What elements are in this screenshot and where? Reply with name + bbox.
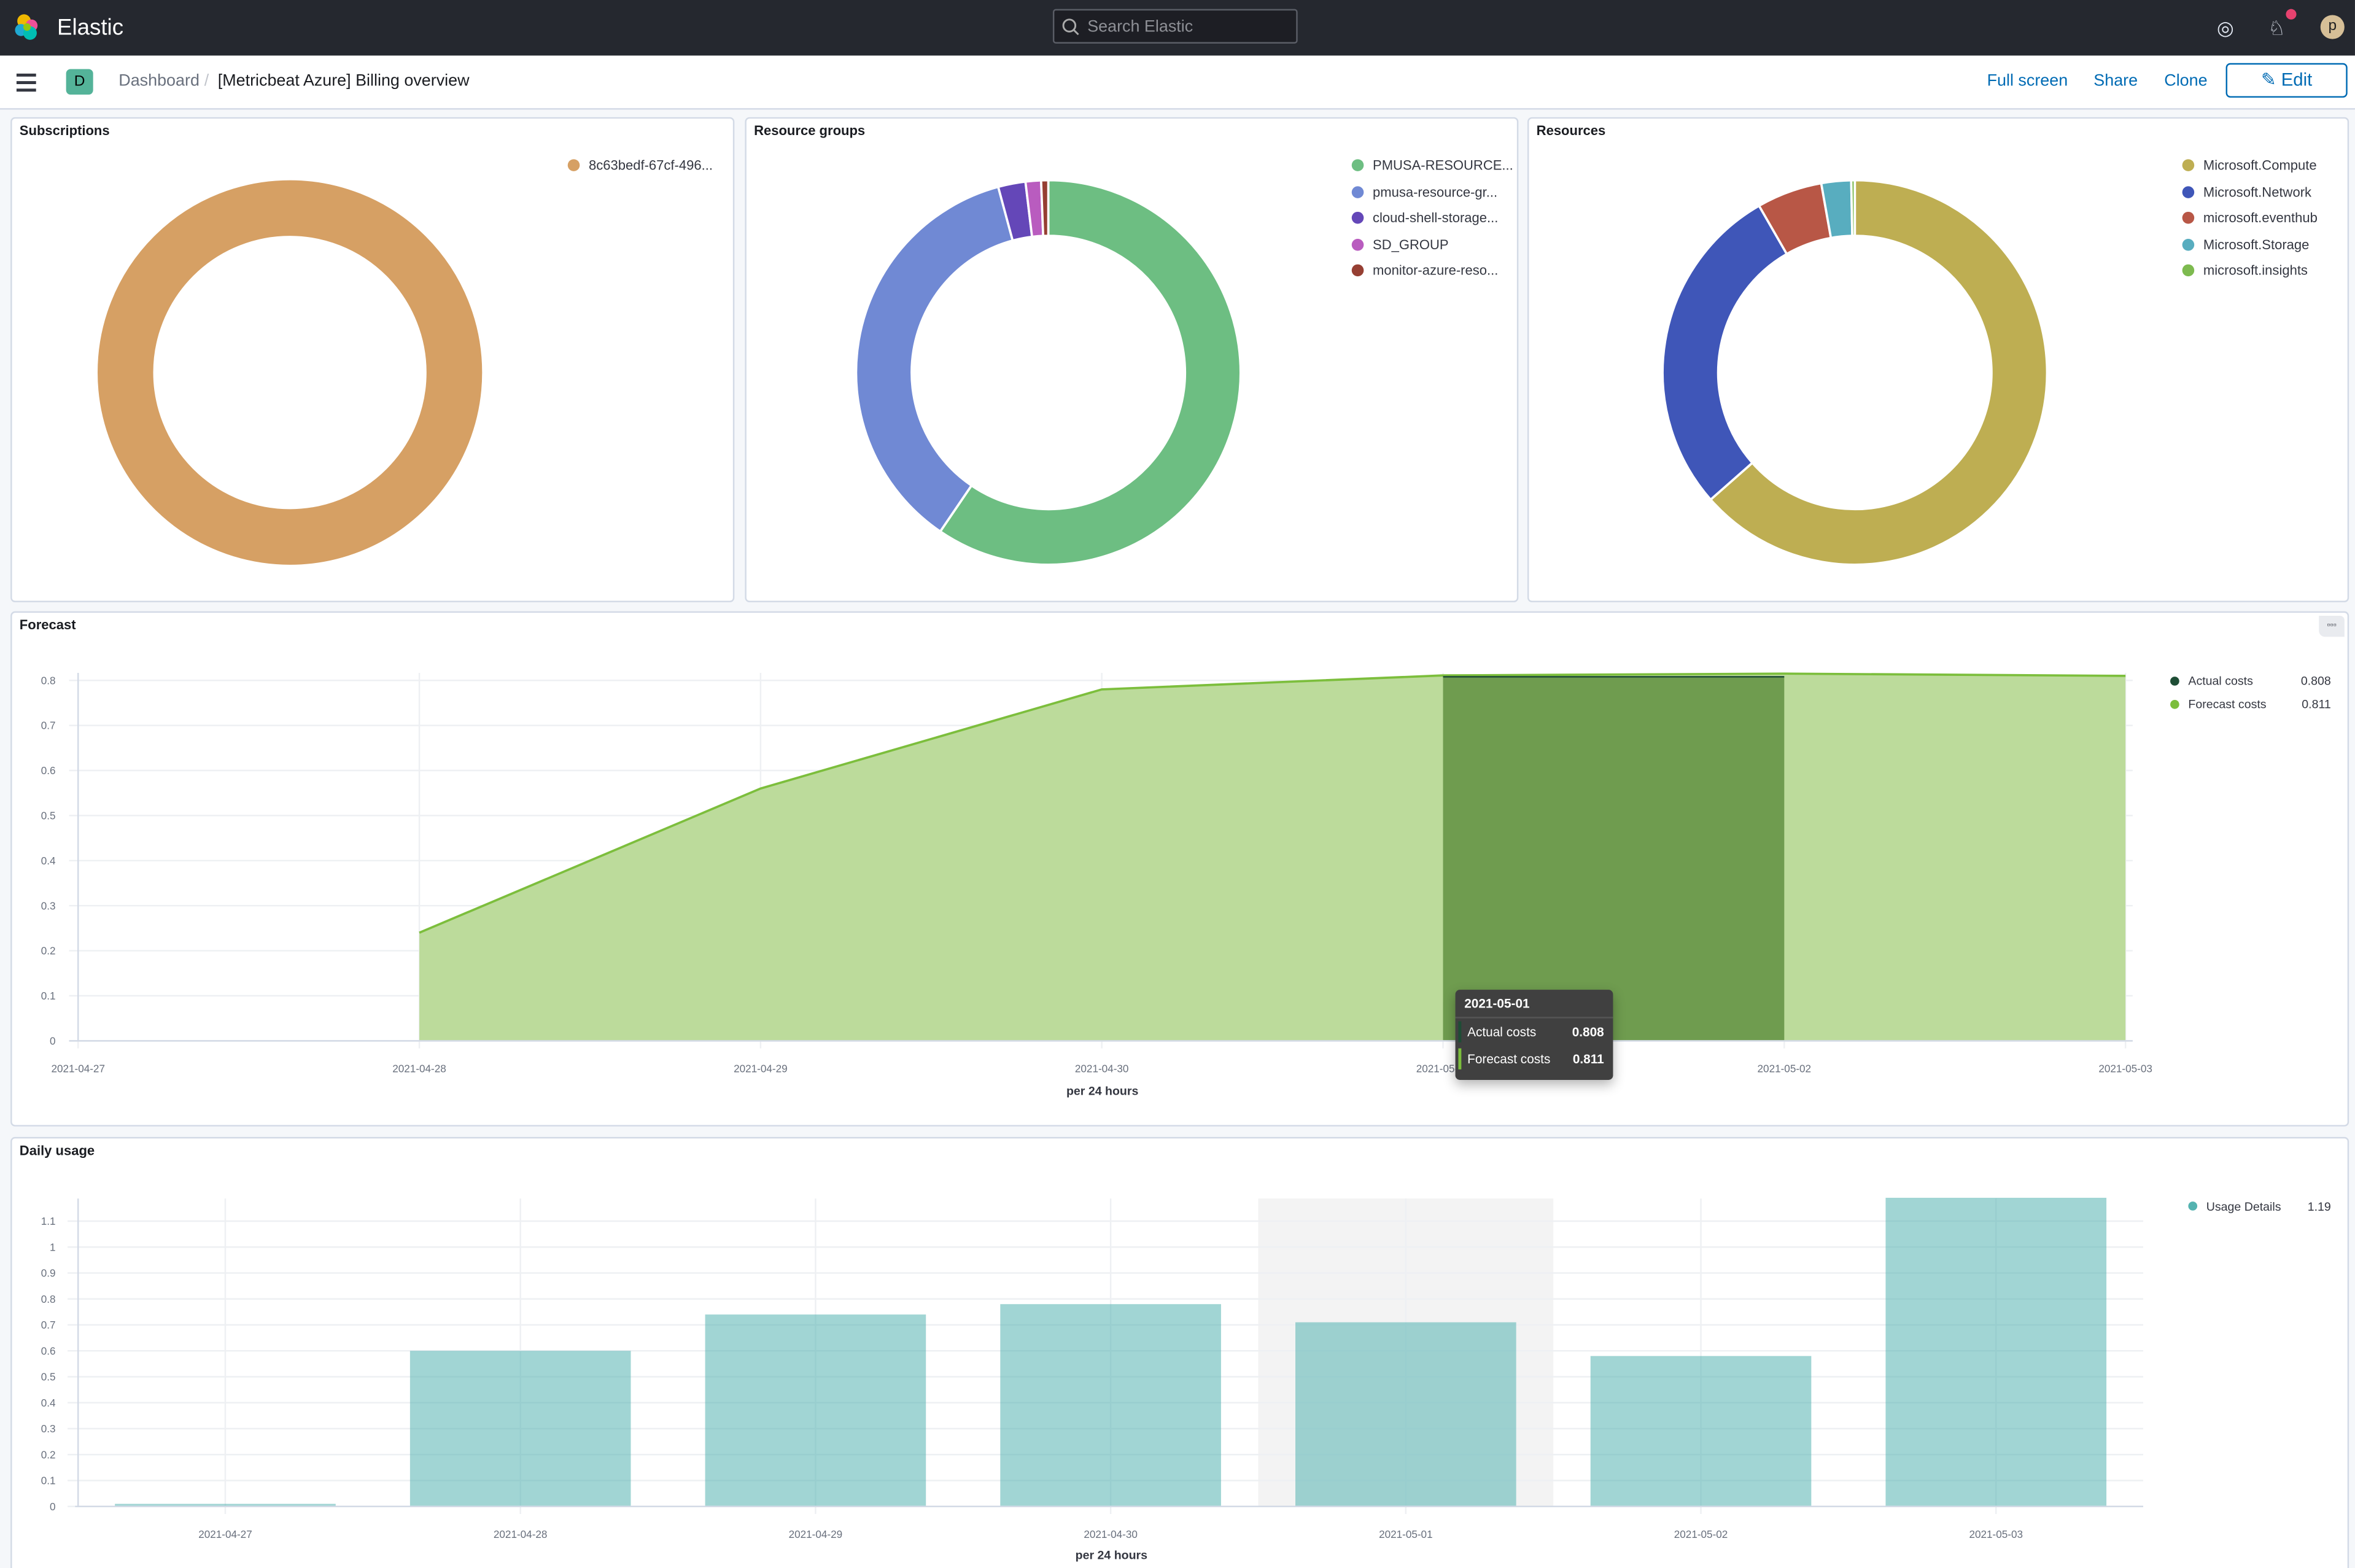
resources-panel: Resources Microsoft.Compute Microsoft.Net… [1527,117,2349,603]
legend-item[interactable]: Microsoft.Compute [2182,158,2318,184]
top-nav-bar: Elastic Search Elastic ◎ ♘ p [0,0,2355,56]
breadcrumb-dashboard[interactable]: Dashboard [118,72,200,90]
resources-donut [1661,179,2049,566]
tooltip-row-forecast: Forecast costs 0.811 [1456,1046,1613,1073]
legend-label: Microsoft.Storage [2203,236,2310,252]
search-placeholder: Search Elastic [1087,18,1193,36]
donut-slice [1709,179,2049,566]
resource-groups-panel: Resource groups PMUSA-RESOURCE... pmusa-r… [745,117,1519,603]
menu-icon[interactable] [16,73,36,96]
legend-label: microsoft.eventhub [2203,210,2318,226]
donut-slice [98,180,483,565]
brand-name: Elastic [56,15,124,41]
panel-title: Resources [1536,123,1606,139]
search-input[interactable]: Search Elastic [1052,9,1298,44]
panel-title: Resource groups [754,123,866,139]
daily-usage-panel: Daily usage [10,1136,2349,1568]
legend-label: cloud-shell-storage... [1373,210,1499,226]
edit-button[interactable]: ✎ Edit [2225,63,2348,98]
legend-label: Microsoft.Compute [2203,157,2317,173]
donut-slice [939,179,1242,566]
clone-button[interactable]: Clone [2164,72,2208,90]
legend-color-dot [1351,159,1364,171]
legend-item[interactable]: Microsoft.Network [2182,184,2318,211]
tooltip-value: 0.808 [1572,1024,1604,1039]
share-button[interactable]: Share [2093,72,2138,90]
subscriptions-donut [98,180,483,565]
legend-item[interactable]: SD_GROUP [1351,236,1513,263]
legend-label: pmusa-resource-gr... [1373,184,1498,200]
legend-item[interactable]: cloud-shell-storage... [1351,210,1513,237]
legend-item[interactable]: PMUSA-RESOURCE... [1351,157,1513,184]
elastic-logo-icon[interactable] [14,14,41,41]
tooltip-value: 0.811 [1572,1051,1604,1066]
legend: Microsoft.Compute Microsoft.Network micros… [2182,158,2318,290]
legend-item[interactable]: microsoft.eventhub [2182,211,2318,237]
legend-label: SD_GROUP [1373,236,1449,252]
legend-item[interactable]: 8c63bedf-67cf-496... [567,157,713,184]
donut-slice [1661,204,1788,502]
legend-label: Microsoft.Network [2203,184,2312,200]
full-screen-button[interactable]: Full screen [1987,72,2068,90]
dashboard-toolbar: D Dashboard / [Metricbeat Azure] Billing… [0,55,2355,110]
chart-tooltip: 2021-05-01 Actual costs 0.808 Forecast co… [1455,990,1613,1080]
legend: 8c63bedf-67cf-496... [567,157,713,184]
legend-color-dot [1351,238,1364,251]
legend-color-dot [1351,185,1364,198]
legend-label: PMUSA-RESOURCE... [1373,157,1513,173]
help-icon[interactable]: ◎ [2216,16,2234,39]
tooltip-date: 2021-05-01 [1455,990,1613,1019]
tooltip-label: Forecast costs [1467,1051,1551,1066]
donut-slice [1039,179,1050,238]
legend-item[interactable]: microsoft.insights [2182,263,2318,290]
legend-label: 8c63bedf-67cf-496... [588,157,713,173]
donut-slice [855,185,1014,534]
legend-color-dot [567,159,580,171]
legend-color-dot [1351,265,1364,278]
newsfeed-icon[interactable]: ♘ [2268,16,2286,39]
legend-item[interactable]: monitor-azure-reso... [1351,263,1513,290]
tooltip-label: Actual costs [1467,1024,1537,1039]
legend-color-dot [2182,185,2195,198]
legend: PMUSA-RESOURCE... pmusa-resource-gr... clo… [1351,157,1513,290]
pencil-icon: ✎ [2260,69,2281,90]
notification-dot [2286,9,2297,20]
panel-options-button[interactable]: ▫▫▫ [2319,616,2345,637]
panel-title: Subscriptions [19,123,110,139]
legend-item[interactable]: pmusa-resource-gr... [1351,184,1513,211]
legend-label: monitor-azure-reso... [1373,263,1499,279]
forecast-panel: Forecast ▫▫▫ [10,611,2349,1127]
user-avatar[interactable]: p [2320,15,2345,39]
legend-label: microsoft.insights [2203,263,2308,279]
panel-title: Forecast [19,617,76,632]
tooltip-row-actual: Actual costs 0.808 [1456,1019,1613,1046]
breadcrumb-separator: / [204,72,209,90]
legend-color-dot [2182,159,2195,171]
legend-color-dot [2182,212,2195,224]
resource-groups-donut [855,179,1242,566]
legend-color-dot [1351,212,1364,224]
donut-slice [1850,179,1856,237]
search-icon [1062,18,1079,36]
breadcrumb-current: [Metricbeat Azure] Billing overview [217,72,470,90]
legend-color-dot [2182,238,2195,251]
panel-title: Daily usage [19,1143,95,1159]
edit-label: Edit [2281,69,2313,90]
space-badge[interactable]: D [66,69,93,95]
subscriptions-panel: Subscriptions 8c63bedf-67cf-496... [10,117,735,603]
legend-color-dot [2182,265,2195,278]
legend-item[interactable]: Microsoft.Storage [2182,237,2318,263]
